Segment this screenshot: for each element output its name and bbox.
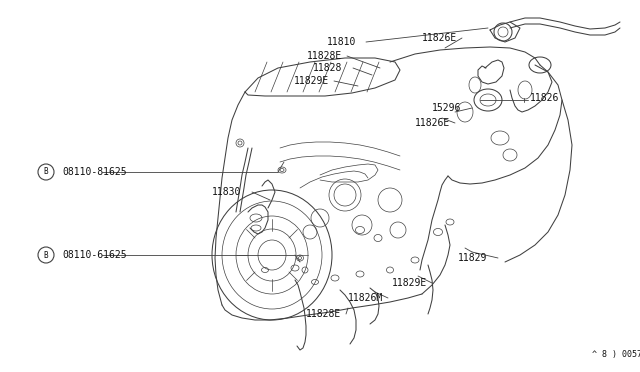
Text: 11829E: 11829E [294,76,329,86]
Text: 11826E: 11826E [415,118,451,128]
Text: 11829: 11829 [458,253,488,263]
Text: 11826: 11826 [530,93,559,103]
Text: 08110-61625: 08110-61625 [62,250,127,260]
Text: 11828: 11828 [313,63,342,73]
Text: 11828E: 11828E [306,309,341,319]
Text: 11826E: 11826E [422,33,457,43]
Text: 15296: 15296 [432,103,461,113]
Text: 11830: 11830 [212,187,241,197]
Text: 11826M: 11826M [348,293,383,303]
Text: 11829E: 11829E [392,278,428,288]
Text: B: B [44,250,48,260]
Text: 11828E: 11828E [307,51,342,61]
Text: ^ 8 ) 0057: ^ 8 ) 0057 [592,350,640,359]
Text: 11810: 11810 [327,37,356,47]
Text: 08110-81625: 08110-81625 [62,167,127,177]
Text: B: B [44,167,48,176]
